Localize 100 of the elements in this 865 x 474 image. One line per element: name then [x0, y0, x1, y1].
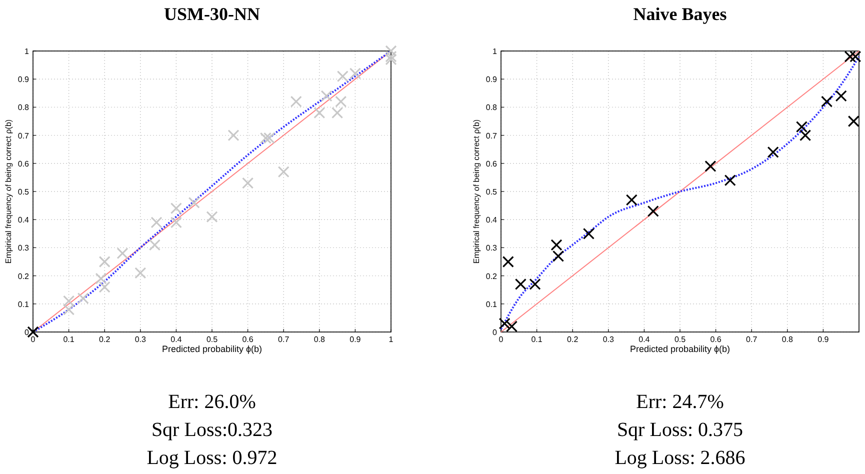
point — [550, 239, 562, 251]
point — [647, 205, 659, 217]
point — [626, 194, 638, 206]
point — [820, 96, 833, 108]
point — [332, 107, 344, 119]
y-axis-title: Empirical frequency of being correct ρ(b) — [472, 119, 481, 264]
point — [228, 130, 240, 142]
point — [724, 174, 736, 186]
y-tick-label: 0.1 — [18, 300, 30, 309]
point — [263, 132, 276, 144]
text: Log Loss: 2.686 — [614, 447, 746, 469]
point — [385, 45, 397, 57]
point — [529, 278, 541, 290]
x-tick-label: 0.7 — [278, 335, 290, 344]
point — [502, 256, 514, 268]
point — [320, 90, 332, 102]
y-tick-label: 0.2 — [18, 272, 30, 281]
chart-title: Naive Bayes — [633, 4, 727, 24]
x-tick-label: 0.3 — [134, 335, 147, 344]
text: Sqr Loss:0.323 — [151, 419, 273, 441]
y-tick-label: 0.3 — [18, 244, 30, 253]
point — [800, 130, 812, 142]
y-tick-label: 0.8 — [486, 103, 498, 112]
x-tick-label: 0.4 — [638, 335, 650, 344]
point — [134, 267, 146, 279]
point — [98, 256, 110, 268]
text: Err: 24.7% — [636, 391, 724, 413]
x-tick-label: 0 — [498, 335, 504, 344]
x-axis-title: Predicted probability ϕ(b) — [162, 344, 262, 354]
point — [582, 228, 595, 240]
y-tick-label: 0.5 — [486, 188, 498, 196]
y-tick-label: 0.7 — [18, 131, 30, 140]
point — [150, 216, 162, 228]
y-tick-label: 0.8 — [18, 103, 30, 112]
x-tick-label: 0.8 — [314, 335, 326, 344]
point — [552, 250, 564, 262]
chart-title: USM-30-NN — [164, 4, 260, 24]
y-tick-label: 1 — [492, 47, 498, 56]
point — [77, 292, 89, 304]
y-axis-title: Empirical frequency of being correct ρ(b) — [4, 119, 13, 264]
y-tick-label: 0.1 — [486, 300, 498, 309]
x-tick-label: 0.5 — [206, 335, 218, 344]
y-tick-label: 0.6 — [18, 159, 30, 168]
x-tick-label: 0.1 — [63, 335, 75, 344]
x-tick-label: 0.6 — [242, 335, 254, 344]
point — [767, 146, 779, 158]
y-tick-label: 0.2 — [486, 272, 498, 281]
point — [385, 50, 397, 62]
point — [170, 216, 182, 228]
x-tick-label: 0.7 — [746, 335, 758, 344]
point — [704, 160, 716, 172]
y-tick-label: 0.9 — [486, 75, 498, 84]
x-tick-label: 0.2 — [567, 335, 579, 344]
point — [290, 96, 302, 108]
point — [314, 107, 326, 119]
point — [260, 132, 272, 144]
point — [385, 54, 397, 66]
point — [242, 177, 254, 189]
point — [844, 50, 856, 62]
x-tick-label: 0.5 — [674, 335, 686, 344]
point — [63, 304, 75, 316]
text: Sqr Loss: 0.375 — [616, 419, 744, 441]
x-tick-label: 0.6 — [710, 335, 722, 344]
x-tick-label: 0 — [30, 335, 36, 344]
point — [188, 196, 200, 209]
point — [349, 68, 361, 80]
y-tick-label: 0 — [24, 328, 30, 337]
y-tick-label: 0.6 — [486, 159, 498, 168]
x-tick-label: 0.8 — [782, 335, 794, 344]
y-tick-label: 0.9 — [18, 75, 30, 84]
y-tick-label: 0 — [492, 328, 498, 337]
x-tick-label: 0.9 — [818, 335, 830, 344]
x-tick-label: 0.2 — [99, 335, 111, 344]
point — [835, 90, 847, 102]
text: Log Loss: 0.972 — [146, 447, 278, 469]
text: Err: 26.0% — [168, 391, 256, 413]
point — [278, 166, 290, 178]
point — [850, 50, 862, 62]
point — [206, 210, 218, 223]
point — [116, 248, 128, 260]
point — [514, 278, 526, 290]
point — [335, 96, 347, 108]
point — [336, 70, 348, 82]
point — [498, 318, 510, 330]
y-tick-label: 0.7 — [486, 131, 498, 140]
point — [98, 281, 110, 293]
point — [796, 121, 808, 133]
point — [63, 295, 75, 307]
x-tick-label: 0.9 — [350, 335, 362, 344]
x-tick-label: 0.4 — [170, 335, 182, 344]
y-tick-label: 1 — [24, 47, 30, 56]
point — [848, 115, 860, 128]
y-tick-label: 0.4 — [18, 216, 30, 225]
y-tick-label: 0.3 — [486, 244, 498, 253]
y-tick-label: 0.5 — [18, 188, 30, 196]
x-tick-label: 0.1 — [531, 335, 543, 344]
point — [95, 272, 107, 284]
x-tick-label: 1 — [388, 335, 394, 344]
y-tick-label: 0.4 — [486, 216, 498, 225]
point — [148, 239, 161, 251]
